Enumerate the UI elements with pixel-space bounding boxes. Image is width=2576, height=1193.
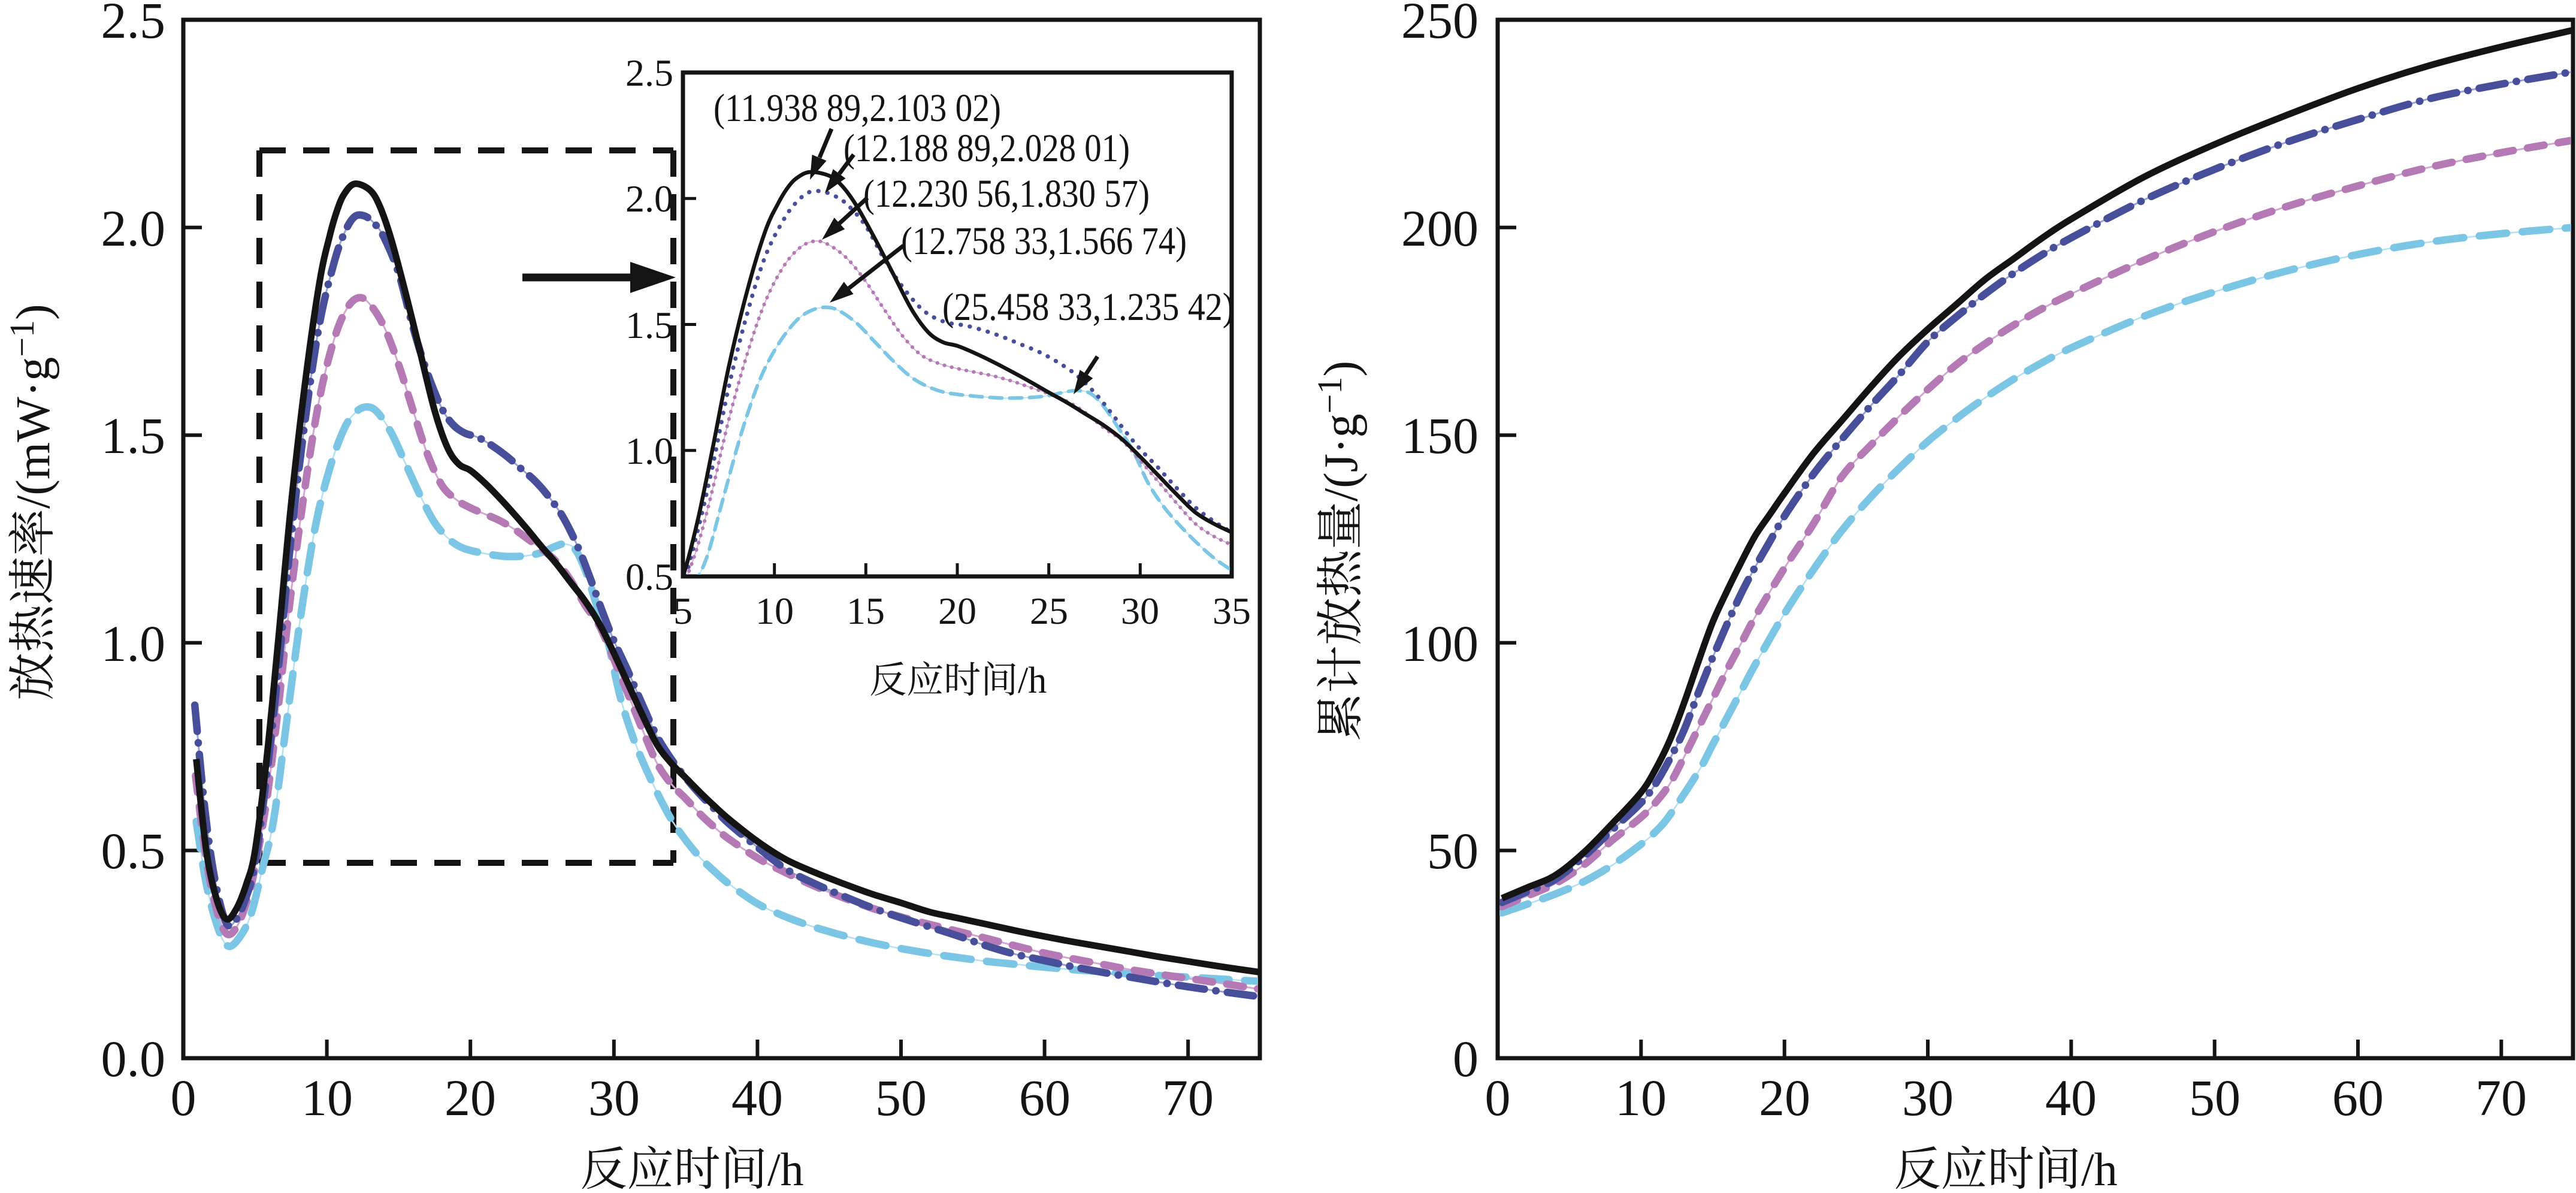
svg-text:(12.758 33,1.566 74): (12.758 33,1.566 74) (901, 219, 1187, 263)
svg-text:1.0: 1.0 (101, 615, 166, 672)
svg-text:50: 50 (875, 1069, 927, 1126)
svg-text:60: 60 (1019, 1069, 1071, 1126)
svg-text:200: 200 (1401, 200, 1479, 257)
svg-text:10: 10 (1615, 1069, 1667, 1126)
svg-text:1.0: 1.0 (625, 430, 673, 472)
svg-text:70: 70 (2475, 1069, 2527, 1126)
svg-text:2.0: 2.0 (101, 200, 166, 257)
svg-text:70: 70 (1162, 1069, 1214, 1126)
svg-text:30: 30 (1902, 1069, 1954, 1126)
svg-text:60: 60 (2332, 1069, 2384, 1126)
svg-text:(12.230 56,1.830 57): (12.230 56,1.830 57) (863, 172, 1150, 216)
svg-text:35: 35 (1213, 590, 1251, 632)
svg-text:1.5: 1.5 (625, 304, 673, 346)
svg-text:150: 150 (1401, 407, 1479, 464)
svg-text:5: 5 (673, 590, 693, 632)
svg-text:0: 0 (171, 1069, 196, 1126)
svg-text:250: 250 (1401, 0, 1479, 49)
svg-text:30: 30 (588, 1069, 640, 1126)
svg-text:(25.458 33,1.235 42): (25.458 33,1.235 42) (942, 285, 1234, 329)
svg-text:40: 40 (2045, 1069, 2097, 1126)
svg-text:/h: /h (2081, 1143, 2118, 1193)
svg-text:0: 0 (1453, 1030, 1479, 1088)
svg-text:40: 40 (731, 1069, 783, 1126)
svg-text:1.5: 1.5 (101, 407, 166, 464)
svg-text:50: 50 (1427, 822, 1479, 880)
svg-text:10: 10 (301, 1069, 353, 1126)
svg-text:2.5: 2.5 (101, 0, 166, 49)
svg-text:(12.188 89,2.028 01): (12.188 89,2.028 01) (843, 126, 1130, 170)
svg-text:20: 20 (938, 590, 976, 632)
svg-text:(11.938 89,2.103 02): (11.938 89,2.103 02) (713, 86, 1001, 130)
svg-text:/h: /h (1018, 660, 1047, 701)
svg-text:0: 0 (1485, 1069, 1511, 1126)
svg-text:100: 100 (1401, 615, 1479, 672)
svg-text:0.0: 0.0 (101, 1030, 166, 1088)
svg-text:30: 30 (1121, 590, 1159, 632)
svg-text:20: 20 (1759, 1069, 1810, 1126)
svg-text:2.0: 2.0 (625, 177, 673, 220)
svg-text:10: 10 (755, 590, 794, 632)
svg-text:20: 20 (445, 1069, 496, 1126)
svg-text:50: 50 (2189, 1069, 2241, 1126)
svg-text:2.5: 2.5 (625, 52, 673, 94)
svg-text:0.5: 0.5 (625, 555, 673, 598)
svg-text:15: 15 (846, 590, 885, 632)
svg-text:25: 25 (1030, 590, 1068, 632)
svg-text:0.5: 0.5 (101, 822, 166, 880)
svg-text:/h: /h (767, 1143, 804, 1193)
